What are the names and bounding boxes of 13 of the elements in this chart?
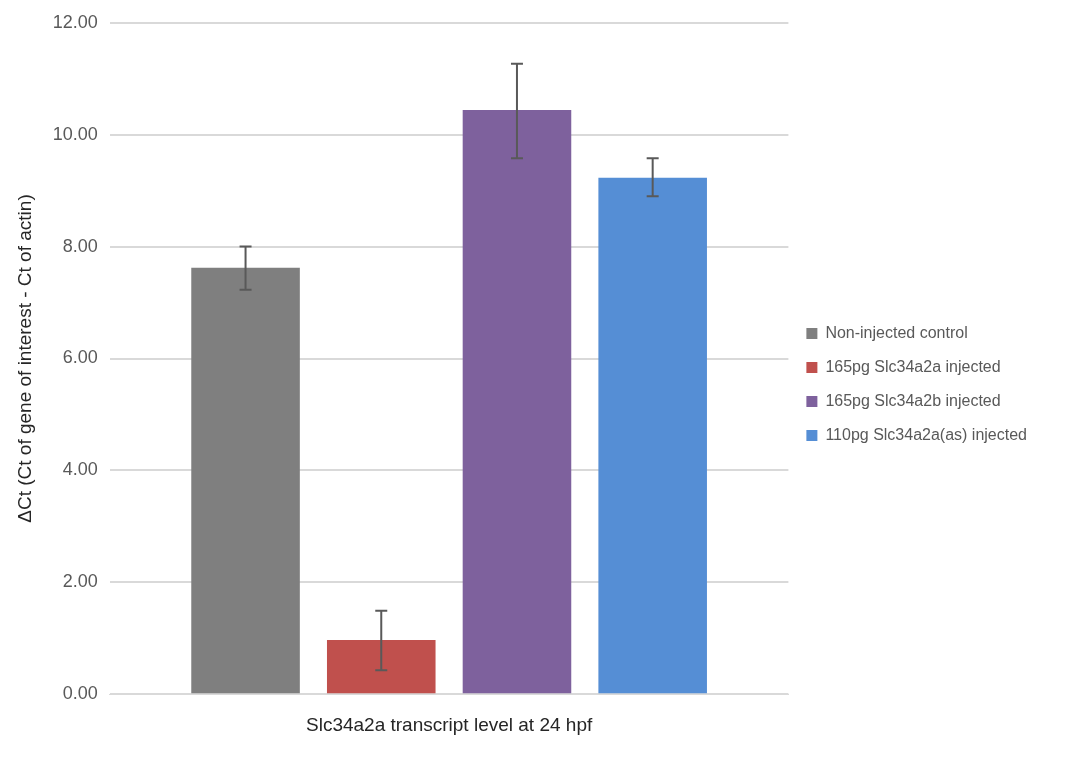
y-tick-label: 10.00 <box>52 123 98 144</box>
y-tick-label: 2.00 <box>62 571 98 592</box>
y-tick-label: 12.00 <box>52 11 98 32</box>
y-tick-label: 4.00 <box>62 459 98 480</box>
y-axis-title: ΔCt (Ct of gene of interest - Ct of actin) <box>13 194 35 523</box>
y-tick-label: 6.00 <box>62 347 98 368</box>
y-tick-label: 8.00 <box>62 235 98 256</box>
legend-label: 110pg Slc34a2a(as) injected <box>825 425 1028 443</box>
y-tick-label: 0.00 <box>62 683 98 704</box>
legend-label: Non-injected control <box>825 323 968 341</box>
legend-label: 165pg Slc34a2b injected <box>825 391 1001 409</box>
legend-label: 165pg Slc34a2a injected <box>825 357 1001 375</box>
x-tick-label: Slc34a2a transcript level at 24 hpf <box>306 713 593 735</box>
